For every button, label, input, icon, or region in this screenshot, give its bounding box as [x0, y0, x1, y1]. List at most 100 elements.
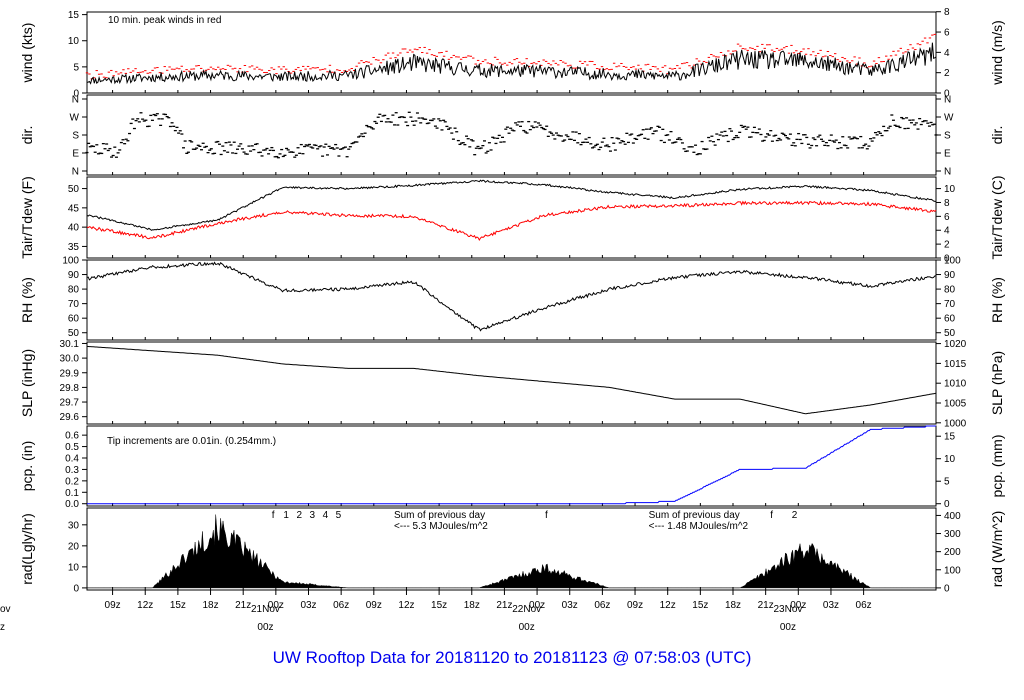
wind-left-tick-label: 15	[68, 10, 80, 21]
temp-left-axis-label: Tair/Tdew (F)	[19, 176, 35, 258]
rh-left-tick-label: 80	[68, 285, 80, 296]
rad-right-axis-label: rad (W/m^2)	[989, 511, 1005, 588]
pcp-right-tick-label: 15	[944, 432, 956, 443]
x-tick-label: 00z	[268, 600, 284, 611]
temp-left-tick-label: 50	[68, 184, 80, 195]
rh-right-tick-label: 50	[944, 328, 956, 339]
wind-right-tick-label: 2	[944, 68, 950, 79]
x-tick-label: 21z	[235, 600, 251, 611]
dir-right-tick-label: S	[944, 131, 951, 142]
wind-left-tick-label: 5	[73, 62, 79, 73]
pcp-left-tick-label: 0.5	[65, 442, 79, 453]
slp-right-tick-label: 1010	[944, 379, 967, 390]
x-tick-label: 09z	[366, 600, 382, 611]
pcp-right-tick-label: 0	[944, 499, 950, 510]
x-tick-label: 06z	[856, 600, 872, 611]
dir-left-tick-label: N	[72, 95, 79, 106]
wind-right-axis-label: wind (m/s)	[989, 20, 1005, 86]
day-label-hour: 00z	[780, 622, 796, 633]
x-tick-label: 03z	[562, 600, 578, 611]
rh-left-tick-label: 100	[62, 256, 79, 267]
air-temperature-line	[86, 179, 936, 231]
slp-left-tick-label: 30.0	[60, 354, 80, 365]
precip-note: Tip increments are 0.01in. (0.254mm.)	[107, 436, 276, 447]
x-tick-label: 15z	[431, 600, 447, 611]
temp-right-tick-label: 0	[944, 254, 950, 265]
wind-left-tick-label: 10	[68, 36, 80, 47]
hour-mark: f	[272, 510, 275, 521]
dir-left-tick-label: E	[72, 149, 79, 160]
x-tick-label: 09z	[627, 600, 643, 611]
wind-right-tick-label: 4	[944, 48, 950, 59]
hour-mark: 5	[336, 510, 342, 521]
temp-right-tick-label: 2	[944, 240, 950, 251]
x-tick-label: 12z	[660, 600, 676, 611]
x-tick-label: 09z	[105, 600, 121, 611]
rh-right-tick-label: 100	[944, 256, 961, 267]
slp-left-tick-label: 30.1	[60, 339, 80, 350]
x-tick-label: 00z	[529, 600, 545, 611]
x-tick-label: 21z	[758, 600, 774, 611]
radiation-sum-note: Sum of previous day	[649, 510, 740, 521]
pcp-left-tick-label: 0.6	[65, 431, 79, 442]
dir-left-tick-label: S	[72, 131, 79, 142]
day-label-date: 23Nov	[773, 604, 802, 615]
slp-left-tick-label: 29.8	[60, 383, 80, 394]
x-tick-label: 12z	[137, 600, 153, 611]
hour-mark: 1	[283, 510, 289, 521]
rad-right-tick-label: 200	[944, 547, 961, 558]
dir-left-axis-label: dir.	[19, 126, 35, 145]
temp-right-axis-label: Tair/Tdew (C)	[989, 175, 1005, 259]
slp-left-tick-label: 29.9	[60, 368, 80, 379]
x-tick-label: 03z	[823, 600, 839, 611]
wind-right-tick-label: 6	[944, 28, 950, 39]
chart-title: UW Rooftop Data for 20181120 to 20181123…	[272, 648, 752, 667]
wind-line	[86, 42, 937, 85]
x-tick-label: 00z	[790, 600, 806, 611]
wind-left-axis-label: wind (kts)	[19, 23, 35, 84]
x-tick-label: 12z	[398, 600, 414, 611]
temp-right-tick-label: 6	[944, 212, 950, 223]
temp-left-tick-label: 35	[68, 242, 80, 253]
slp-right-tick-label: 1020	[944, 339, 967, 350]
pcp-panel-frame	[86, 425, 937, 507]
rad-left-tick-label: 10	[68, 562, 80, 573]
pcp-left-axis-label: pcp. (in)	[19, 441, 35, 492]
slp-right-tick-label: 1000	[944, 418, 967, 429]
dir-right-tick-label: W	[944, 113, 954, 124]
day-label-hour: 00z	[519, 622, 535, 633]
dir-right-axis-label: dir.	[989, 126, 1005, 145]
hour-mark: 3	[310, 510, 316, 521]
wind-note: 10 min. peak winds in red	[108, 15, 221, 26]
radiation-sum-note: <--- 1.48 MJoules/m^2	[649, 521, 749, 532]
temp-right-tick-label: 8	[944, 198, 950, 209]
pcp-left-tick-label: 0.4	[65, 454, 79, 465]
rad-right-tick-label: 300	[944, 529, 961, 540]
day-label-fragment: ov	[0, 604, 11, 615]
wind-right-tick-label: 0	[944, 89, 950, 100]
dew-point-line	[86, 200, 937, 242]
slp-right-tick-label: 1005	[944, 399, 967, 410]
pcp-right-tick-label: 5	[944, 477, 950, 488]
precipitation-line	[87, 425, 936, 505]
hour-mark: f	[770, 510, 773, 521]
day-label-date: 22Nov	[512, 604, 541, 615]
slp-panel-frame	[86, 341, 937, 425]
radiation-sum-note: Sum of previous day	[394, 510, 485, 521]
dir-left-tick-label: N	[72, 167, 79, 178]
hour-mark: 2	[296, 510, 302, 521]
rad-left-tick-label: 30	[68, 520, 80, 531]
slp-right-tick-label: 1015	[944, 359, 967, 370]
x-tick-label: 03z	[300, 600, 316, 611]
radiation-sum-note: <--- 5.3 MJoules/m^2	[394, 521, 488, 532]
rad-left-tick-label: 0	[73, 583, 79, 594]
temp-left-tick-label: 40	[68, 223, 80, 234]
pcp-right-tick-label: 10	[944, 454, 956, 465]
x-tick-label: 15z	[692, 600, 708, 611]
rh-left-tick-label: 70	[68, 299, 80, 310]
rad-right-tick-label: 0	[944, 583, 950, 594]
x-tick-label: 18z	[725, 600, 741, 611]
rh-right-tick-label: 70	[944, 299, 956, 310]
rh-right-tick-label: 90	[944, 270, 956, 281]
x-tick-label: 18z	[202, 600, 218, 611]
